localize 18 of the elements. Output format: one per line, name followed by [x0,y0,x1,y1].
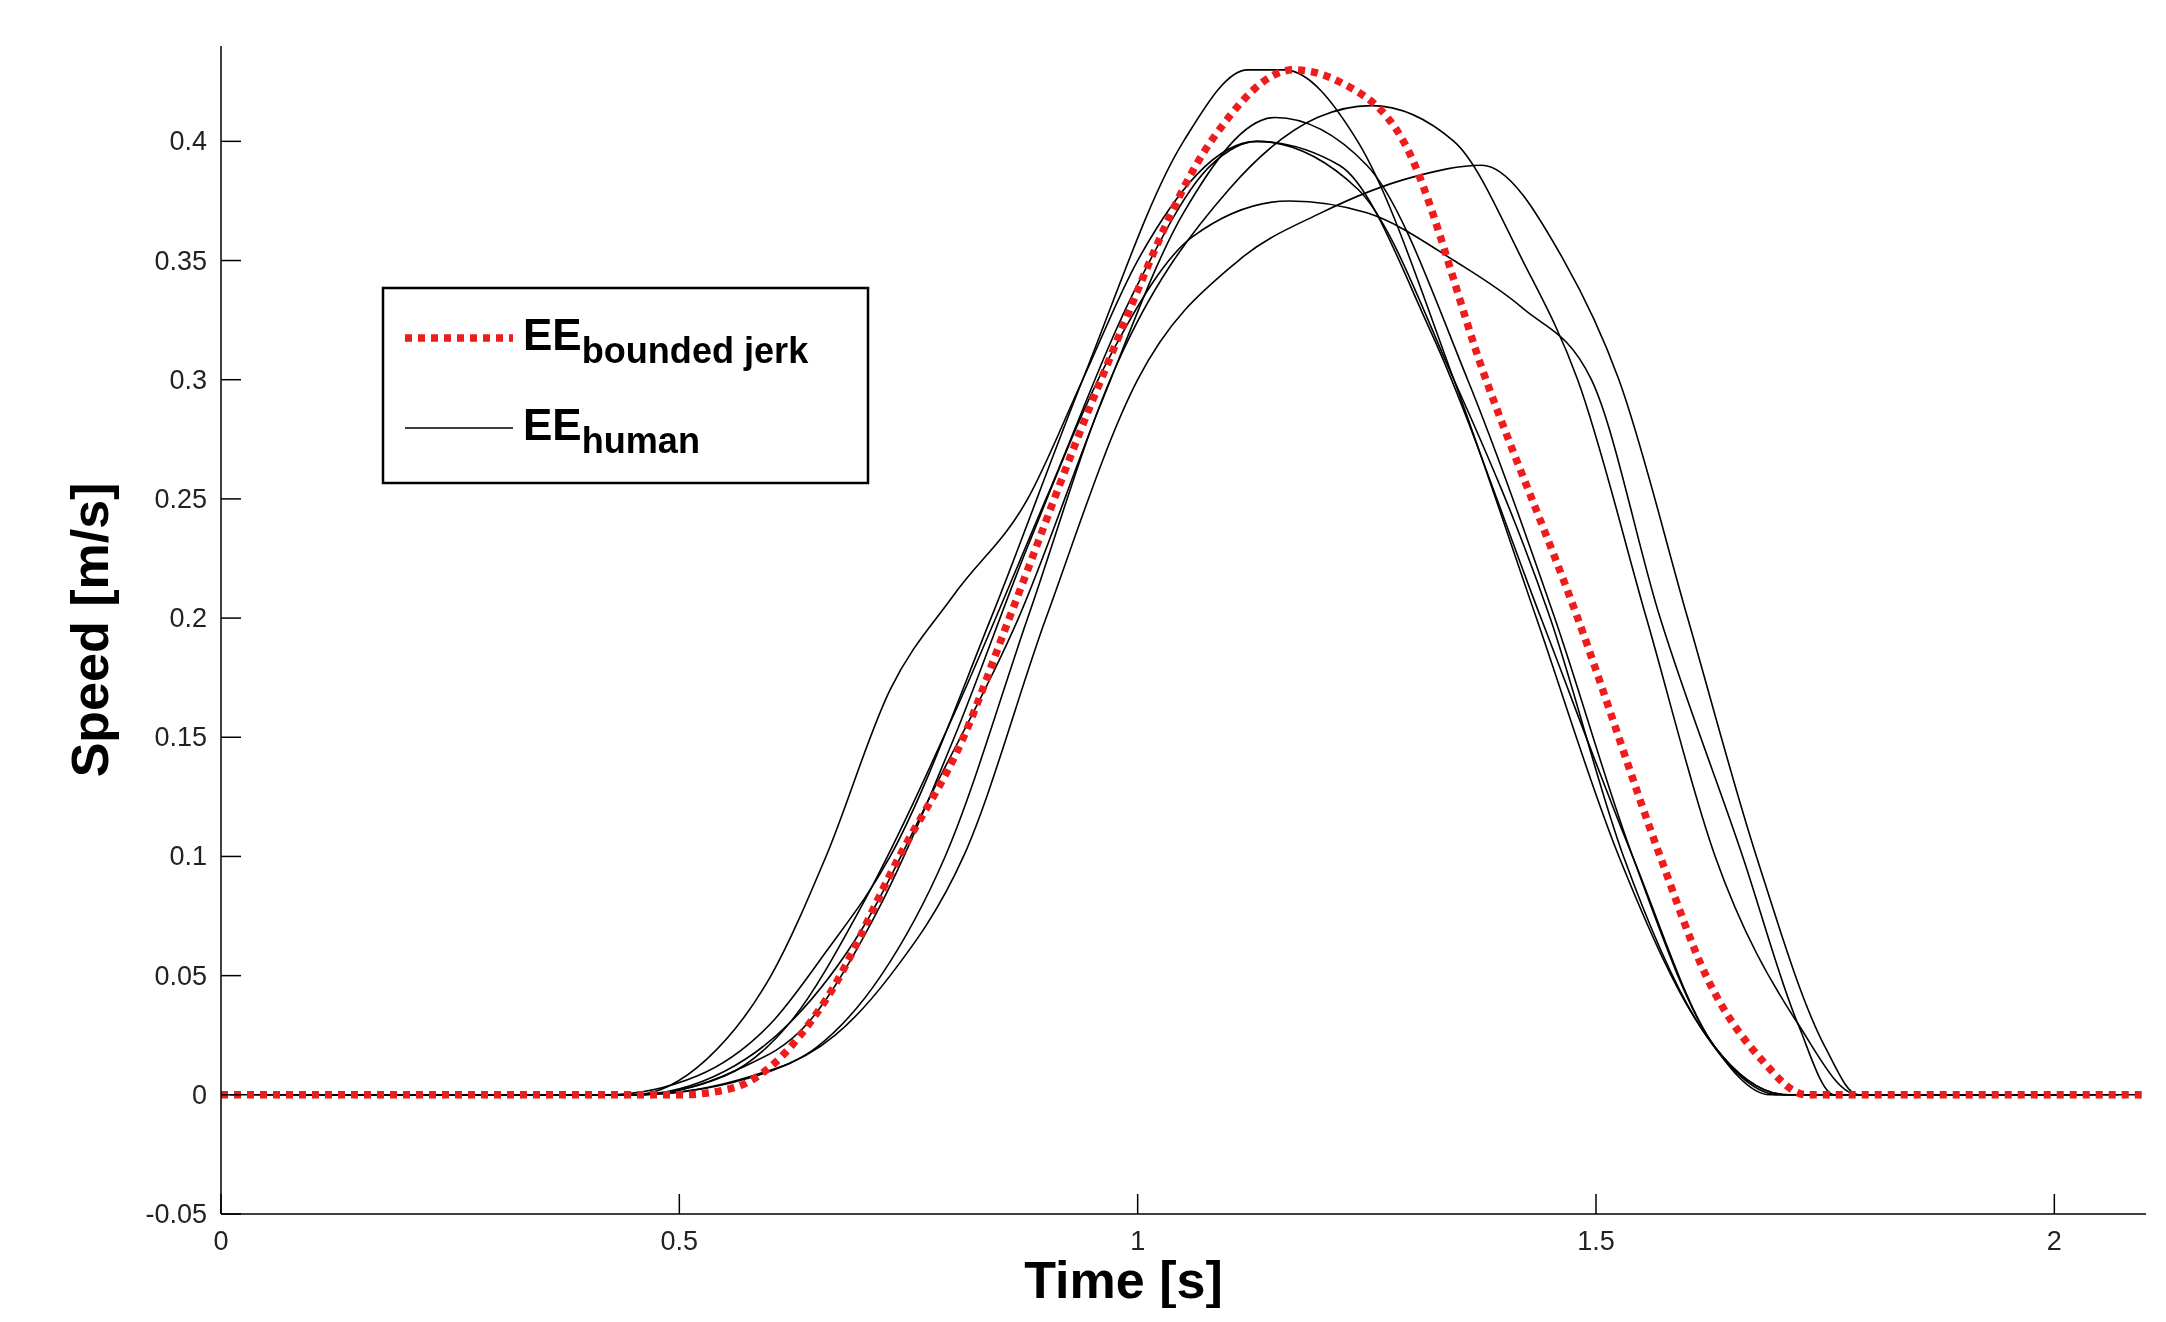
x-tick-label: 0.5 [660,1226,699,1256]
y-tick-label: 0.3 [169,364,207,395]
y-tick-label: -0.05 [145,1199,207,1229]
y-tick-label: 0.35 [154,245,207,276]
legend-label: EE$_{bounded jerk}$ [523,310,810,371]
x-tick-label: 1 [1130,1226,1146,1256]
y-axis-title: Speed [m/s] [61,482,119,778]
x-tick-label: 1.5 [1577,1226,1615,1256]
y-tick-label: 0 [191,1079,207,1110]
x-tick-label: 0 [213,1226,229,1256]
y-tick-label: 0.05 [154,960,207,991]
x-tick-label: 2 [2046,1226,2062,1256]
y-tick-label: 0.4 [169,126,207,157]
y-tick-label: 0.1 [169,841,207,872]
y-tick-label: 0.25 [154,483,207,514]
y-tick-label: 0.2 [169,603,207,634]
y-tick-label: 0.15 [154,722,207,753]
legend-label: EE$_{human}$ [523,400,700,461]
